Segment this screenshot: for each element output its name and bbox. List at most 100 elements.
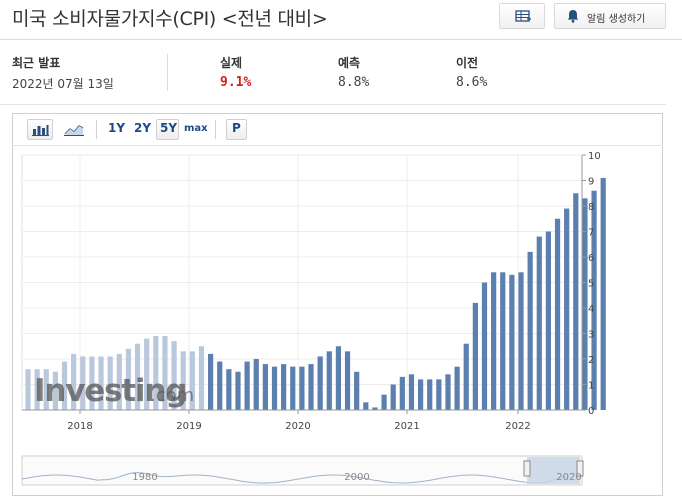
bar[interactable] [326, 351, 332, 410]
title-divider [0, 39, 682, 40]
bar[interactable] [554, 218, 561, 410]
bar[interactable] [335, 346, 342, 410]
range-5y-button[interactable]: 5Y [160, 121, 178, 135]
bar[interactable] [198, 346, 205, 410]
bar[interactable] [98, 356, 104, 410]
bar[interactable] [189, 351, 195, 410]
bar[interactable] [317, 356, 323, 410]
bar[interactable] [381, 394, 387, 410]
chart-container [12, 113, 663, 496]
bar[interactable] [436, 379, 442, 410]
toolbar-divider [96, 120, 97, 139]
bar[interactable] [180, 351, 186, 410]
create-alert-button[interactable]: 알림 생성하기 [554, 3, 666, 29]
bar[interactable] [399, 376, 405, 410]
bar[interactable] [408, 374, 415, 410]
bar[interactable] [481, 282, 488, 411]
latest-release-date: 2022년 07월 13일 [12, 77, 114, 91]
bar[interactable] [244, 361, 250, 410]
bar[interactable] [600, 177, 606, 410]
bell-icon [567, 10, 579, 23]
line-chart-button[interactable] [59, 119, 87, 140]
navigator-handle[interactable] [576, 460, 584, 477]
previous-label: 이전 [456, 56, 479, 70]
bar[interactable] [344, 351, 351, 410]
bar[interactable] [43, 369, 49, 410]
bar[interactable] [71, 353, 77, 410]
range-max-button[interactable]: max [184, 123, 208, 134]
page-title: 미국 소비자물가지수(CPI) <전년 대비> [12, 8, 328, 30]
bar[interactable] [80, 356, 86, 410]
navigator-tick-label: 2000 [344, 472, 369, 483]
bar[interactable] [107, 356, 113, 410]
bar[interactable] [591, 190, 597, 410]
bar[interactable] [500, 272, 506, 410]
x-tick-label: 2018 [67, 421, 92, 432]
bar[interactable] [564, 208, 570, 410]
watermark-brand: Investing [34, 373, 186, 409]
bar[interactable] [153, 336, 159, 410]
actual-value: 9.1% [220, 75, 252, 90]
bar[interactable] [308, 364, 314, 410]
bar[interactable] [463, 343, 469, 410]
bar[interactable] [390, 384, 396, 411]
bar[interactable] [226, 369, 232, 410]
navigator-selection[interactable] [527, 457, 580, 484]
bar[interactable] [299, 366, 305, 410]
y-tick-label: 3 [588, 330, 594, 341]
y-tick-label: 6 [588, 253, 594, 264]
bar[interactable] [171, 341, 177, 410]
bar[interactable] [363, 402, 369, 410]
bar[interactable] [527, 251, 533, 410]
bar[interactable] [25, 369, 31, 410]
bar[interactable] [235, 371, 241, 410]
bar[interactable] [271, 366, 278, 410]
bar[interactable] [162, 336, 168, 410]
y-tick-label: 10 [588, 151, 601, 162]
bar[interactable] [582, 198, 588, 410]
bar[interactable] [290, 366, 296, 410]
bar[interactable] [144, 338, 150, 410]
bar[interactable] [34, 369, 40, 410]
bar[interactable] [573, 193, 579, 410]
bar[interactable] [253, 359, 259, 410]
bar[interactable] [354, 371, 360, 410]
bar[interactable] [545, 231, 552, 411]
bar[interactable] [518, 272, 524, 410]
bar[interactable] [472, 302, 478, 410]
bar[interactable] [491, 272, 497, 410]
bar[interactable] [89, 356, 95, 410]
forecast-label: 예측 [338, 56, 361, 70]
p-button[interactable]: P [232, 121, 241, 135]
range-navigator: 1980 2000 2020 [21, 455, 584, 486]
bar[interactable] [125, 348, 132, 410]
bar-chart-button[interactable] [27, 119, 53, 140]
line-chart-icon [64, 125, 84, 136]
bar[interactable] [116, 353, 122, 410]
range-1y-button[interactable]: 1Y [108, 121, 126, 135]
bar[interactable] [61, 361, 68, 410]
bar[interactable] [217, 361, 223, 410]
bar-chart-icon [32, 125, 49, 136]
navigator-handle[interactable] [523, 460, 531, 477]
bar-series [25, 177, 606, 411]
bar[interactable] [427, 379, 433, 410]
p-button-bg [226, 119, 247, 140]
bar[interactable] [208, 353, 214, 410]
bar[interactable] [445, 374, 451, 410]
bar[interactable] [417, 379, 424, 410]
bar[interactable] [134, 343, 141, 410]
bar[interactable] [454, 366, 460, 410]
bar[interactable] [536, 236, 542, 410]
bar[interactable] [262, 364, 268, 410]
range-2y-button[interactable]: 2Y [134, 121, 152, 135]
bar[interactable] [281, 364, 287, 410]
bar[interactable] [372, 407, 378, 410]
y-tick-label: 8 [588, 202, 594, 213]
table-view-button[interactable] [499, 3, 545, 29]
forecast-stat: 예측 8.8% [338, 54, 369, 90]
actual-label: 실제 [220, 56, 243, 70]
bar[interactable] [52, 371, 58, 410]
bar[interactable] [509, 274, 515, 410]
